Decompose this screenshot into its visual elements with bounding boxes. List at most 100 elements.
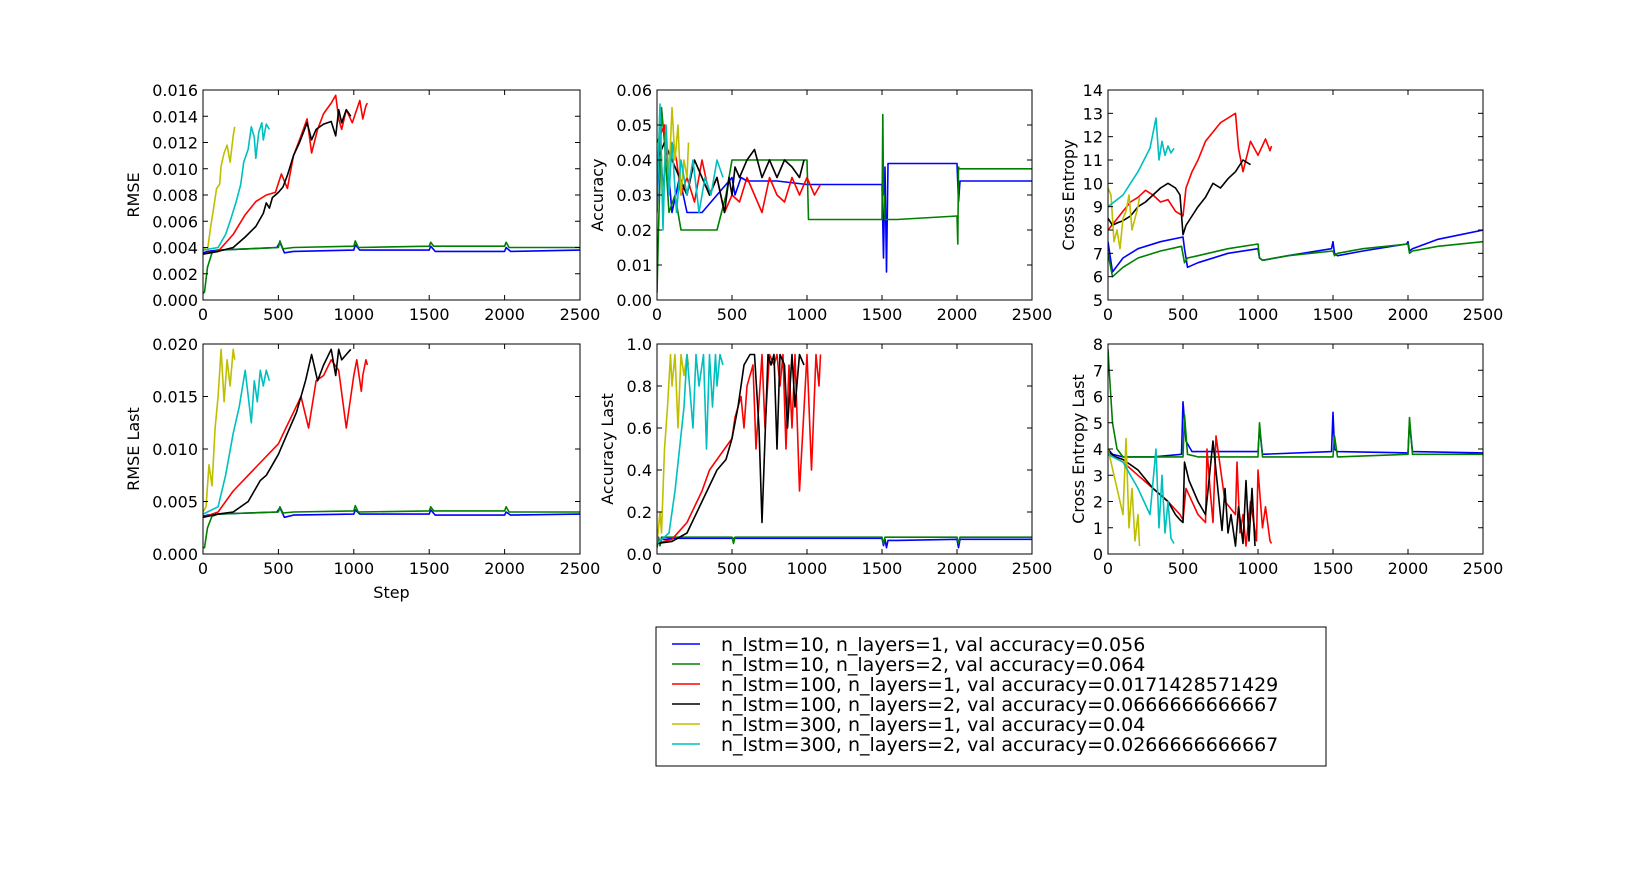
series-line-s4 <box>203 108 352 255</box>
x-tick-label: 1000 <box>787 305 828 324</box>
series-line-s5 <box>203 126 236 251</box>
x-tick-label: 1500 <box>862 305 903 324</box>
series-group <box>203 348 580 549</box>
y-tick-label: 8 <box>1093 335 1103 354</box>
series-line-s4 <box>657 141 805 214</box>
x-tick-label: 0 <box>198 559 208 578</box>
x-tick-label: 1000 <box>1238 305 1279 324</box>
x-tick-label: 1000 <box>333 305 374 324</box>
y-tick-label: 0.04 <box>616 151 652 170</box>
legend-entry-s6: n_lstm=300, n_layers=2, val accuracy=0.0… <box>721 734 1278 756</box>
panel-rmse: 0 500 1000 1500 2000 2500 0.000 0.002 0.004 0.006… <box>124 81 600 324</box>
x-tick-label: 2000 <box>484 305 525 324</box>
y-tick-label: 8 <box>1093 221 1103 240</box>
y-tick-label: 0.010 <box>152 160 198 179</box>
x-tick-label: 2500 <box>1012 559 1053 578</box>
y-tick-label: 3 <box>1093 466 1103 485</box>
x-tick-label: 0 <box>1103 305 1113 324</box>
y-tick-label: 12 <box>1083 128 1103 147</box>
legend-entry-s1: n_lstm=10, n_layers=1, val accuracy=0.05… <box>721 634 1145 656</box>
series-line-s2 <box>203 240 580 295</box>
x-tick-label: 1500 <box>409 559 450 578</box>
x-tick-label: 1000 <box>1238 559 1279 578</box>
x-tick-label: 1500 <box>409 305 450 324</box>
y-tick-label: 2 <box>1093 493 1103 512</box>
axes-frame <box>656 89 1033 301</box>
y-tick-label: 13 <box>1083 104 1103 123</box>
series-line-s4 <box>1108 159 1251 236</box>
y-tick-label: 1.0 <box>627 335 652 354</box>
y-tick-label: 0.004 <box>152 239 198 258</box>
y-tick-label: 6 <box>1093 268 1103 287</box>
y-tick-label: 0 <box>1093 545 1103 564</box>
x-tick-label: 2500 <box>560 559 601 578</box>
x-tick-label: 2500 <box>1012 305 1053 324</box>
x-tick-label: 500 <box>717 305 748 324</box>
y-axis-label: Accuracy <box>588 158 607 231</box>
y-axis-label: RMSE <box>124 172 143 217</box>
x-tick-label: 500 <box>263 305 294 324</box>
panel-accuracy: 0 500 1000 1500 2000 2500 0.00 0.01 0.02 0.03 0.04… <box>588 81 1052 324</box>
series-line-s5 <box>1108 437 1141 547</box>
y-tick-label: 6 <box>1093 388 1103 407</box>
series-line-s4 <box>657 353 805 545</box>
y-tick-label: 0.020 <box>152 335 198 354</box>
y-tick-label: 0.03 <box>616 186 652 205</box>
legend-entry-s2: n_lstm=10, n_layers=2, val accuracy=0.06… <box>721 654 1145 676</box>
series-group <box>1108 349 1483 547</box>
x-tick-label: 0 <box>652 559 662 578</box>
panel-accuracy-last: 0 500 1000 1500 2000 2500 0.0 0.2 0.4 0.6 0.8 1.0 Ac… <box>598 335 1052 578</box>
series-line-s1 <box>1108 229 1483 273</box>
y-tick-label: 0.016 <box>152 81 198 100</box>
series-line-s6 <box>657 353 724 545</box>
y-tick-label: 11 <box>1083 151 1103 170</box>
series-line-s3 <box>657 124 822 214</box>
y-tick-label: 0.0 <box>627 545 652 564</box>
series-line-s6 <box>203 122 271 251</box>
axes-frame <box>202 89 581 301</box>
legend-entry-s5: n_lstm=300, n_layers=1, val accuracy=0.0… <box>721 714 1145 736</box>
y-tick-label: 9 <box>1093 198 1103 217</box>
y-tick-label: 0.008 <box>152 186 198 205</box>
series-line-s6 <box>657 103 724 231</box>
panel-cross-entropy: 0 500 1000 1500 2000 2500 5 6 7 8 9 10 11 12 13 14 Cross… <box>1059 81 1503 324</box>
x-tick-label: 2000 <box>937 305 978 324</box>
y-tick-label: 0.010 <box>152 440 198 459</box>
y-tick-label: 14 <box>1083 81 1103 100</box>
series-group <box>657 353 1032 549</box>
y-tick-label: 0.6 <box>627 419 652 438</box>
x-tick-label: 1500 <box>1313 559 1354 578</box>
y-tick-label: 0.000 <box>152 545 198 564</box>
y-tick-label: 10 <box>1083 174 1103 193</box>
y-tick-label: 0.012 <box>152 134 198 153</box>
legend-entry-s3: n_lstm=100, n_layers=1, val accuracy=0.0… <box>721 674 1278 696</box>
y-tick-label: 0.02 <box>616 221 652 240</box>
x-tick-label: 0 <box>652 305 662 324</box>
y-tick-label: 5 <box>1093 414 1103 433</box>
series-group <box>1108 112 1483 278</box>
panel-rmse-last: 0 500 1000 1500 2000 2500 0.000 0.005 0.010 0.015… <box>124 335 600 602</box>
y-tick-label: 7 <box>1093 361 1103 380</box>
series-line-s2 <box>1108 240 1483 278</box>
series-line-s6 <box>1108 117 1175 208</box>
y-tick-label: 0.015 <box>152 388 198 407</box>
y-tick-label: 0.002 <box>152 265 198 284</box>
y-tick-label: 0.000 <box>152 291 198 310</box>
series-group <box>657 103 1032 294</box>
legend-entry-s4: n_lstm=100, n_layers=2, val accuracy=0.0… <box>721 694 1278 716</box>
y-tick-label: 0.06 <box>616 81 652 100</box>
x-tick-label: 2500 <box>1463 305 1504 324</box>
y-tick-label: 0.00 <box>616 291 652 310</box>
y-tick-label: 7 <box>1093 244 1103 263</box>
series-group <box>203 94 580 295</box>
y-tick-label: 0.014 <box>152 107 198 126</box>
y-tick-label: 0.005 <box>152 493 198 512</box>
series-line-s2 <box>1108 349 1483 458</box>
series-line-s3 <box>203 359 369 519</box>
x-tick-label: 2500 <box>560 305 601 324</box>
x-tick-label: 1000 <box>787 559 828 578</box>
axes-frame <box>656 343 1033 555</box>
series-line-s3 <box>1108 435 1273 547</box>
y-tick-label: 0.05 <box>616 116 652 135</box>
